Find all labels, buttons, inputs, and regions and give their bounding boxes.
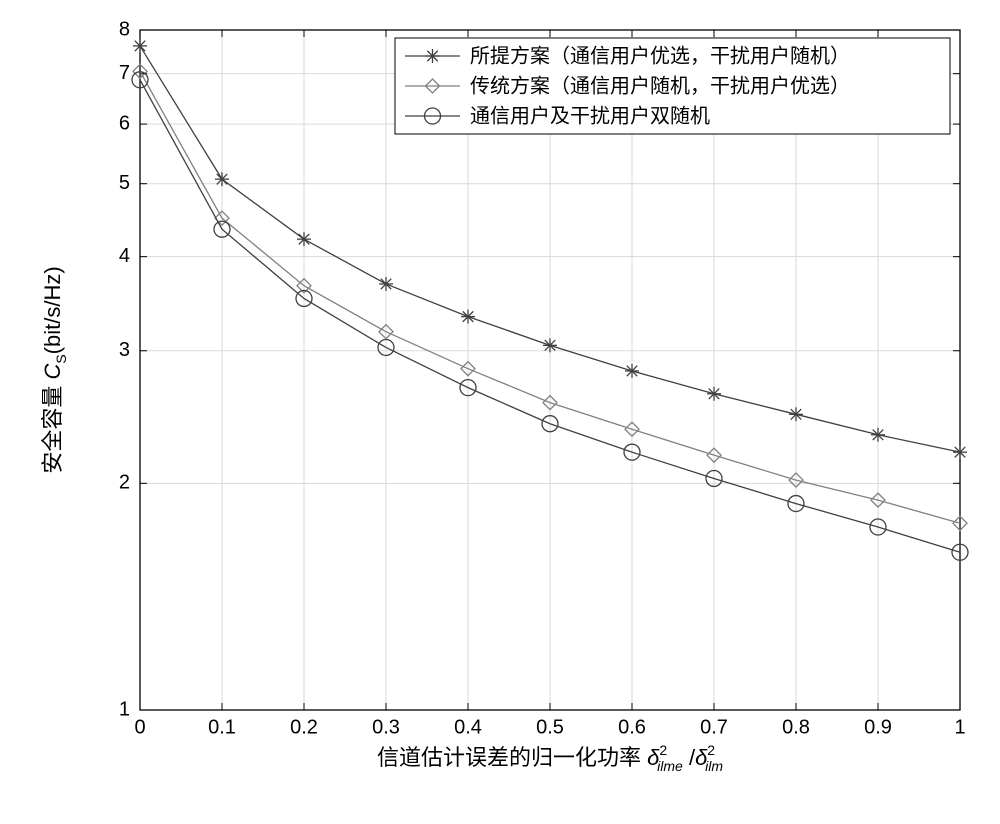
svg-text:1: 1 (954, 717, 965, 739)
svg-text:3: 3 (119, 339, 130, 361)
svg-text:0.9: 0.9 (864, 717, 892, 739)
svg-text:安全容量 CS(bit/s/Hz): 安全容量 CS(bit/s/Hz) (40, 266, 69, 473)
legend: 所提方案（通信用户优选，干扰用户随机） 传统方案（通信用户随机，干扰用户优选） 通信… (395, 38, 950, 134)
svg-text:7: 7 (119, 62, 130, 84)
svg-text:0.1: 0.1 (208, 717, 236, 739)
svg-text:8: 8 (119, 18, 130, 40)
svg-text:所提方案（通信用户优选，干扰用户随机）: 所提方案（通信用户优选，干扰用户随机） (470, 44, 850, 67)
svg-text:传统方案（通信用户随机，干扰用户优选）: 传统方案（通信用户随机，干扰用户优选） (470, 74, 850, 97)
svg-text:5: 5 (119, 172, 130, 194)
svg-text:6: 6 (119, 112, 130, 134)
svg-text:0.4: 0.4 (454, 717, 482, 739)
svg-text:0.2: 0.2 (290, 717, 318, 739)
y-axis-title: 安全容量 CS(bit/s/Hz) (40, 266, 69, 473)
svg-text:0.6: 0.6 (618, 717, 646, 739)
svg-text:0.7: 0.7 (700, 717, 728, 739)
svg-text:0.8: 0.8 (782, 717, 810, 739)
svg-text:1: 1 (119, 698, 130, 720)
svg-text:通信用户及干扰用户双随机: 通信用户及干扰用户双随机 (470, 104, 710, 127)
svg-text:4: 4 (119, 245, 130, 267)
svg-text:0: 0 (134, 717, 145, 739)
svg-text:2: 2 (119, 472, 130, 494)
svg-text:0.3: 0.3 (372, 717, 400, 739)
svg-text:0.5: 0.5 (536, 717, 564, 739)
secrecy-capacity-chart: 0 0.1 0.2 0.3 0.4 0.5 0.6 0.7 0.8 0.9 1 1 2 3 4 5 6 7 8 所… (0, 0, 1000, 824)
